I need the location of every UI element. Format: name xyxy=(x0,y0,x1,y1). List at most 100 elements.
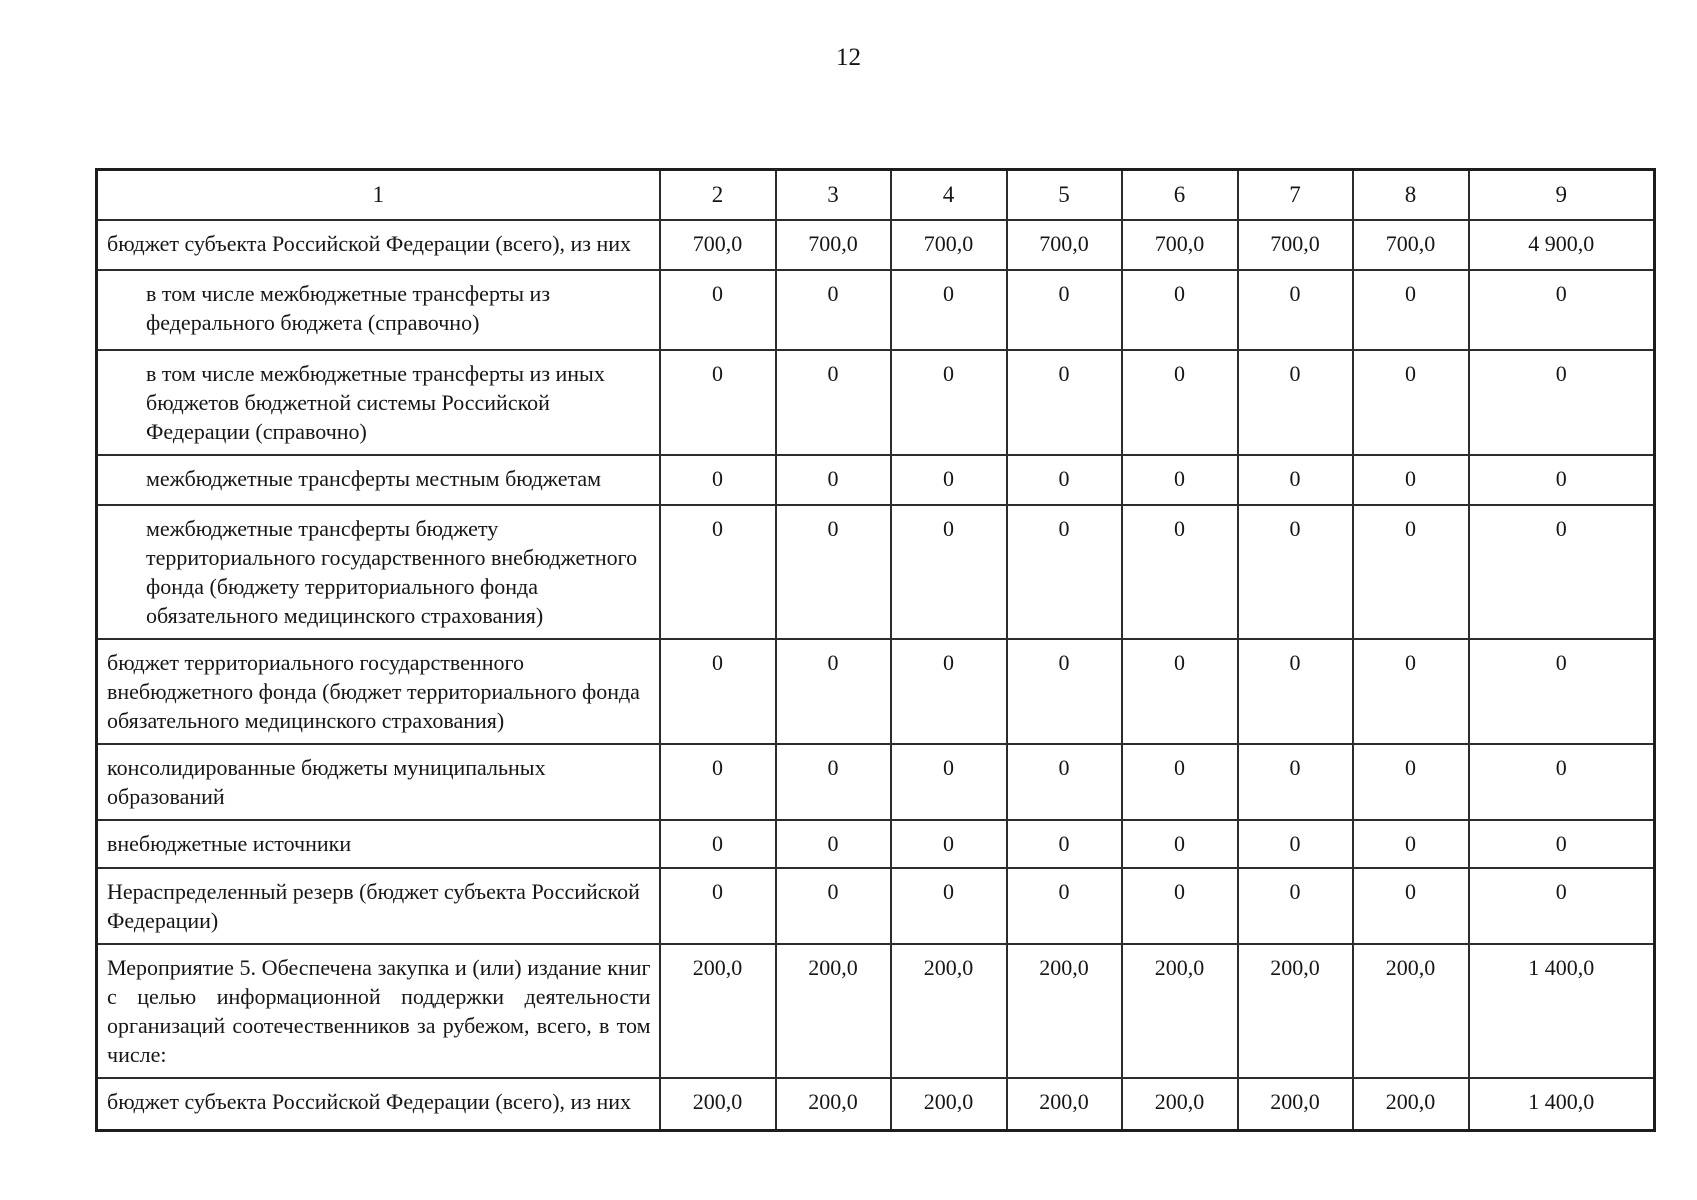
value-cell: 0 xyxy=(1467,743,1656,821)
value-cell: 0 xyxy=(889,349,1008,456)
value-cell: 0 xyxy=(658,454,777,506)
value-cell: 0 xyxy=(889,867,1008,945)
value-cell: 200,0 xyxy=(1236,1077,1354,1131)
value-cell: 4 900,0 xyxy=(1467,219,1656,271)
value-cell: 0 xyxy=(1351,454,1470,506)
value-cell: 700,0 xyxy=(774,219,892,271)
value-cell: 0 xyxy=(1236,269,1354,351)
table-row: бюджет субъекта Российской Федерации (вс… xyxy=(95,1077,1656,1131)
value-cell: 0 xyxy=(1351,743,1470,821)
table-header-row: 1 2 3 4 5 6 7 8 9 xyxy=(95,168,1656,221)
value-cell: 700,0 xyxy=(1351,219,1470,271)
value-cell: 0 xyxy=(658,504,777,640)
value-cell: 0 xyxy=(658,819,777,869)
value-cell: 0 xyxy=(1120,349,1239,456)
column-header-7: 7 xyxy=(1236,168,1354,221)
column-header-2: 2 xyxy=(658,168,777,221)
value-cell: 200,0 xyxy=(774,1077,892,1131)
value-cell: 200,0 xyxy=(1120,1077,1239,1131)
value-cell: 0 xyxy=(889,454,1008,506)
column-header-8: 8 xyxy=(1351,168,1470,221)
value-cell: 0 xyxy=(1120,269,1239,351)
row-label: в том числе межбюджетные трансферты из и… xyxy=(95,349,661,456)
value-cell: 0 xyxy=(1236,349,1354,456)
value-cell: 0 xyxy=(658,349,777,456)
value-cell: 0 xyxy=(658,269,777,351)
value-cell: 0 xyxy=(889,819,1008,869)
row-label: межбюджетные трансферты бюджету территор… xyxy=(95,504,661,640)
value-cell: 700,0 xyxy=(889,219,1008,271)
value-cell: 0 xyxy=(1351,819,1470,869)
value-cell: 700,0 xyxy=(658,219,777,271)
value-cell: 200,0 xyxy=(1120,943,1239,1079)
value-cell: 0 xyxy=(1467,504,1656,640)
row-label: бюджет субъекта Российской Федерации (вс… xyxy=(95,1077,661,1131)
value-cell: 0 xyxy=(1236,819,1354,869)
value-cell: 700,0 xyxy=(1236,219,1354,271)
value-cell: 0 xyxy=(1005,867,1123,945)
row-label: Нераспределенный резерв (бюджет субъекта… xyxy=(95,867,661,945)
value-cell: 0 xyxy=(889,269,1008,351)
table-row: Нераспределенный резерв (бюджет субъекта… xyxy=(95,867,1656,945)
value-cell: 0 xyxy=(774,454,892,506)
column-header-4: 4 xyxy=(889,168,1008,221)
value-cell: 700,0 xyxy=(1005,219,1123,271)
value-cell: 1 400,0 xyxy=(1467,1077,1656,1131)
value-cell: 0 xyxy=(889,504,1008,640)
value-cell: 0 xyxy=(1351,638,1470,745)
table-row: консолидированные бюджеты муниципальных … xyxy=(95,743,1656,821)
value-cell: 0 xyxy=(1467,269,1656,351)
value-cell: 1 400,0 xyxy=(1467,943,1656,1079)
value-cell: 0 xyxy=(774,819,892,869)
column-header-1: 1 xyxy=(95,168,661,221)
value-cell: 200,0 xyxy=(658,943,777,1079)
value-cell: 0 xyxy=(1236,454,1354,506)
value-cell: 0 xyxy=(774,349,892,456)
page-number: 12 xyxy=(836,44,861,71)
value-cell: 0 xyxy=(889,638,1008,745)
value-cell: 200,0 xyxy=(658,1077,777,1131)
value-cell: 0 xyxy=(774,638,892,745)
value-cell: 200,0 xyxy=(1005,943,1123,1079)
row-label: Мероприятие 5. Обеспечена закупка и (или… xyxy=(95,943,661,1079)
table-header: 1 2 3 4 5 6 7 8 9 xyxy=(95,168,1656,221)
value-cell: 0 xyxy=(1351,269,1470,351)
value-cell: 0 xyxy=(1467,638,1656,745)
row-label: в том числе межбюджетные трансферты из ф… xyxy=(95,269,661,351)
table-row: Мероприятие 5. Обеспечена закупка и (или… xyxy=(95,943,1656,1079)
column-header-5: 5 xyxy=(1005,168,1123,221)
value-cell: 0 xyxy=(1467,349,1656,456)
value-cell: 700,0 xyxy=(1120,219,1239,271)
value-cell: 0 xyxy=(1236,638,1354,745)
value-cell: 0 xyxy=(1005,504,1123,640)
value-cell: 0 xyxy=(1005,743,1123,821)
row-label: консолидированные бюджеты муниципальных … xyxy=(95,743,661,821)
value-cell: 0 xyxy=(889,743,1008,821)
value-cell: 200,0 xyxy=(774,943,892,1079)
value-cell: 0 xyxy=(774,743,892,821)
row-label: межбюджетные трансферты местным бюджетам xyxy=(95,454,661,506)
value-cell: 0 xyxy=(1120,504,1239,640)
table-row: бюджет субъекта Российской Федерации (вс… xyxy=(95,219,1656,271)
value-cell: 0 xyxy=(1120,638,1239,745)
table-row: межбюджетные трансферты бюджету территор… xyxy=(95,504,1656,640)
value-cell: 0 xyxy=(1005,269,1123,351)
value-cell: 0 xyxy=(1351,867,1470,945)
value-cell: 0 xyxy=(1005,819,1123,869)
budget-table: 1 2 3 4 5 6 7 8 9 бюджет субъекта Россий… xyxy=(95,168,1656,1132)
value-cell: 0 xyxy=(658,867,777,945)
value-cell: 0 xyxy=(1467,454,1656,506)
value-cell: 0 xyxy=(1120,454,1239,506)
value-cell: 200,0 xyxy=(1005,1077,1123,1131)
table-row: в том числе межбюджетные трансферты из и… xyxy=(95,349,1656,456)
value-cell: 0 xyxy=(1005,349,1123,456)
value-cell: 200,0 xyxy=(889,1077,1008,1131)
value-cell: 0 xyxy=(1005,638,1123,745)
value-cell: 0 xyxy=(1467,819,1656,869)
table-row: бюджет территориального государственного… xyxy=(95,638,1656,745)
value-cell: 0 xyxy=(774,504,892,640)
row-label: бюджет территориального государственного… xyxy=(95,638,661,745)
value-cell: 0 xyxy=(1120,819,1239,869)
column-header-3: 3 xyxy=(774,168,892,221)
